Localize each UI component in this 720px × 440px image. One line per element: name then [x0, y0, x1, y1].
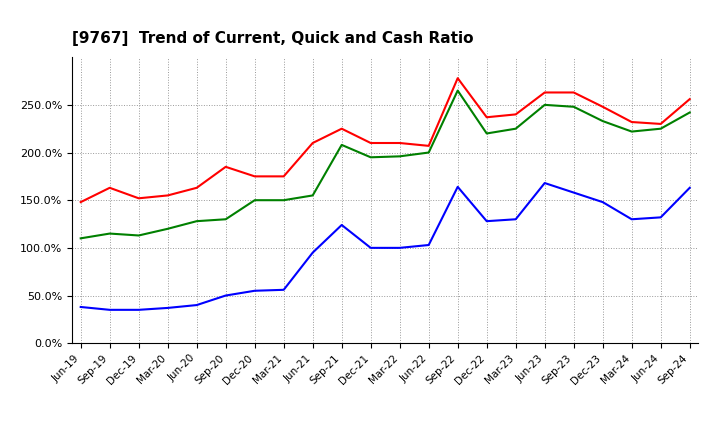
Current Ratio [570, 90, 578, 95]
Line: Quick Ratio: Quick Ratio [81, 91, 690, 238]
Current Ratio [221, 164, 230, 169]
Cash Ratio [685, 185, 694, 191]
Line: Current Ratio: Current Ratio [81, 78, 690, 202]
Cash Ratio [105, 307, 114, 312]
Cash Ratio [192, 302, 201, 308]
Quick Ratio [76, 236, 85, 241]
Current Ratio [685, 96, 694, 102]
Current Ratio [454, 76, 462, 81]
Current Ratio [135, 196, 143, 201]
Cash Ratio [598, 199, 607, 205]
Current Ratio [192, 185, 201, 191]
Quick Ratio [163, 226, 172, 231]
Cash Ratio [76, 304, 85, 310]
Cash Ratio [511, 216, 520, 222]
Quick Ratio [135, 233, 143, 238]
Cash Ratio [221, 293, 230, 298]
Cash Ratio [570, 190, 578, 195]
Cash Ratio [366, 245, 375, 250]
Quick Ratio [251, 198, 259, 203]
Current Ratio [511, 112, 520, 117]
Current Ratio [76, 199, 85, 205]
Quick Ratio [570, 104, 578, 110]
Current Ratio [657, 121, 665, 127]
Current Ratio [395, 140, 404, 146]
Quick Ratio [541, 102, 549, 107]
Cash Ratio [627, 216, 636, 222]
Cash Ratio [657, 215, 665, 220]
Cash Ratio [251, 288, 259, 293]
Cash Ratio [454, 184, 462, 190]
Quick Ratio [685, 110, 694, 115]
Current Ratio [541, 90, 549, 95]
Cash Ratio [338, 222, 346, 227]
Quick Ratio [482, 131, 491, 136]
Quick Ratio [192, 219, 201, 224]
Quick Ratio [338, 142, 346, 147]
Current Ratio [598, 104, 607, 110]
Quick Ratio [511, 126, 520, 131]
Cash Ratio [541, 180, 549, 186]
Quick Ratio [308, 193, 317, 198]
Current Ratio [308, 140, 317, 146]
Current Ratio [424, 143, 433, 148]
Cash Ratio [135, 307, 143, 312]
Quick Ratio [598, 118, 607, 124]
Current Ratio [279, 174, 288, 179]
Cash Ratio [424, 242, 433, 248]
Text: [9767]  Trend of Current, Quick and Cash Ratio: [9767] Trend of Current, Quick and Cash … [72, 31, 474, 46]
Current Ratio [251, 174, 259, 179]
Quick Ratio [657, 126, 665, 131]
Cash Ratio [279, 287, 288, 293]
Current Ratio [482, 114, 491, 120]
Cash Ratio [482, 219, 491, 224]
Line: Cash Ratio: Cash Ratio [81, 183, 690, 310]
Cash Ratio [308, 250, 317, 255]
Quick Ratio [454, 88, 462, 93]
Cash Ratio [163, 305, 172, 311]
Quick Ratio [627, 129, 636, 134]
Current Ratio [627, 119, 636, 125]
Quick Ratio [105, 231, 114, 236]
Quick Ratio [395, 154, 404, 159]
Quick Ratio [221, 216, 230, 222]
Cash Ratio [395, 245, 404, 250]
Quick Ratio [279, 198, 288, 203]
Current Ratio [366, 140, 375, 146]
Current Ratio [105, 185, 114, 191]
Quick Ratio [424, 150, 433, 155]
Current Ratio [163, 193, 172, 198]
Current Ratio [338, 126, 346, 131]
Quick Ratio [366, 154, 375, 160]
